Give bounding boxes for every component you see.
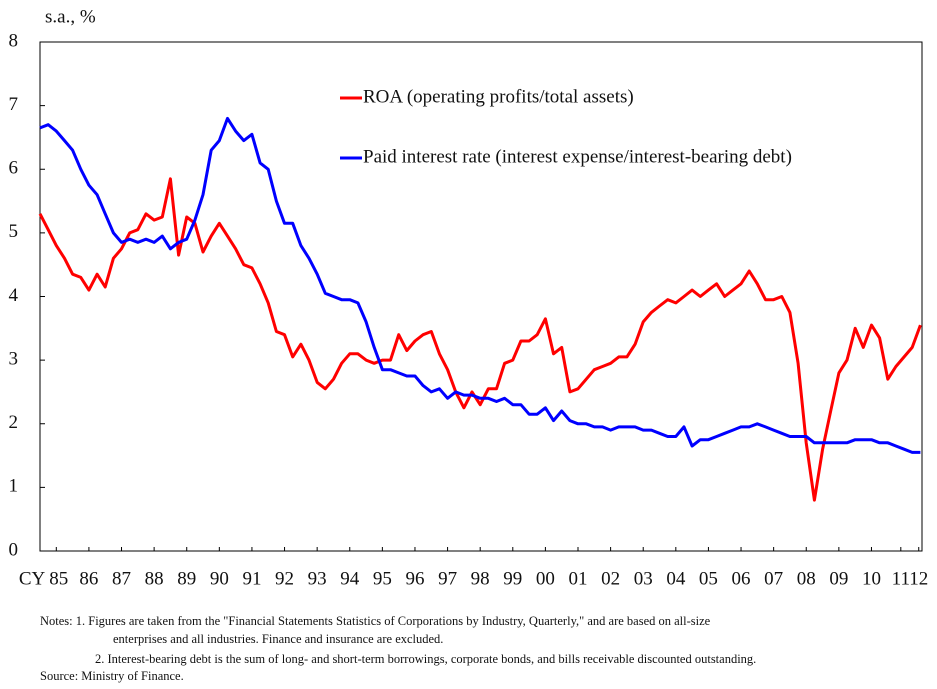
x-tick-label: 05 <box>699 568 718 589</box>
x-tick-label: 94 <box>340 568 360 589</box>
x-tick-label: CY 85 <box>19 568 68 589</box>
note: enterprises and all industries. Finance … <box>113 632 443 646</box>
x-tick-label: 07 <box>764 568 783 589</box>
y-tick-label: 8 <box>9 30 19 51</box>
x-tick-label: 93 <box>308 568 327 589</box>
y-tick-label: 1 <box>9 476 19 497</box>
x-tick-label: 11 <box>892 568 910 589</box>
x-tick-label: 00 <box>536 568 555 589</box>
series-line <box>39 116 921 454</box>
x-tick-label: 06 <box>732 568 751 589</box>
x-tick-label: 01 <box>569 568 588 589</box>
y-axis-label: s.a., % <box>45 6 96 27</box>
legend-label: Paid interest rate (interest expense/int… <box>363 146 792 167</box>
y-tick-label: 6 <box>9 158 19 179</box>
x-tick-label: 12 <box>909 568 928 589</box>
note: Source: Ministry of Finance. <box>40 669 184 683</box>
y-tick-label: 7 <box>9 94 19 115</box>
note: 2. Interest-bearing debt is the sum of l… <box>95 652 756 666</box>
x-tick-label: 08 <box>797 568 816 589</box>
x-tick-label: 98 <box>471 568 490 589</box>
y-tick-label: 3 <box>9 348 19 369</box>
x-tick-label: 88 <box>145 568 164 589</box>
y-tick-label: 0 <box>9 539 19 560</box>
x-tick-label: 90 <box>210 568 229 589</box>
x-tick-label: 96 <box>405 568 424 589</box>
y-tick-label: 2 <box>9 412 19 433</box>
note: Notes: 1. Figures are taken from the "Fi… <box>40 614 711 628</box>
x-tick-label: 09 <box>829 568 848 589</box>
x-tick-label: 87 <box>112 568 131 589</box>
x-tick-label: 04 <box>666 568 686 589</box>
x-tick-label: 97 <box>438 568 457 589</box>
y-tick-label: 4 <box>9 285 19 306</box>
plot-frame <box>39 41 923 552</box>
x-tick-label: 10 <box>862 568 881 589</box>
x-tick-label: 95 <box>373 568 392 589</box>
x-tick-label: 99 <box>503 568 522 589</box>
x-tick-label: 91 <box>242 568 261 589</box>
x-tick-label: 86 <box>79 568 98 589</box>
x-tick-label: 89 <box>177 568 196 589</box>
x-tick-label: 02 <box>601 568 620 589</box>
x-tick-label: 03 <box>634 568 653 589</box>
y-tick-label: 5 <box>9 221 19 242</box>
series-line <box>38 177 922 502</box>
legend-label: ROA (operating profits/total assets) <box>363 86 634 107</box>
x-tick-label: 92 <box>275 568 294 589</box>
